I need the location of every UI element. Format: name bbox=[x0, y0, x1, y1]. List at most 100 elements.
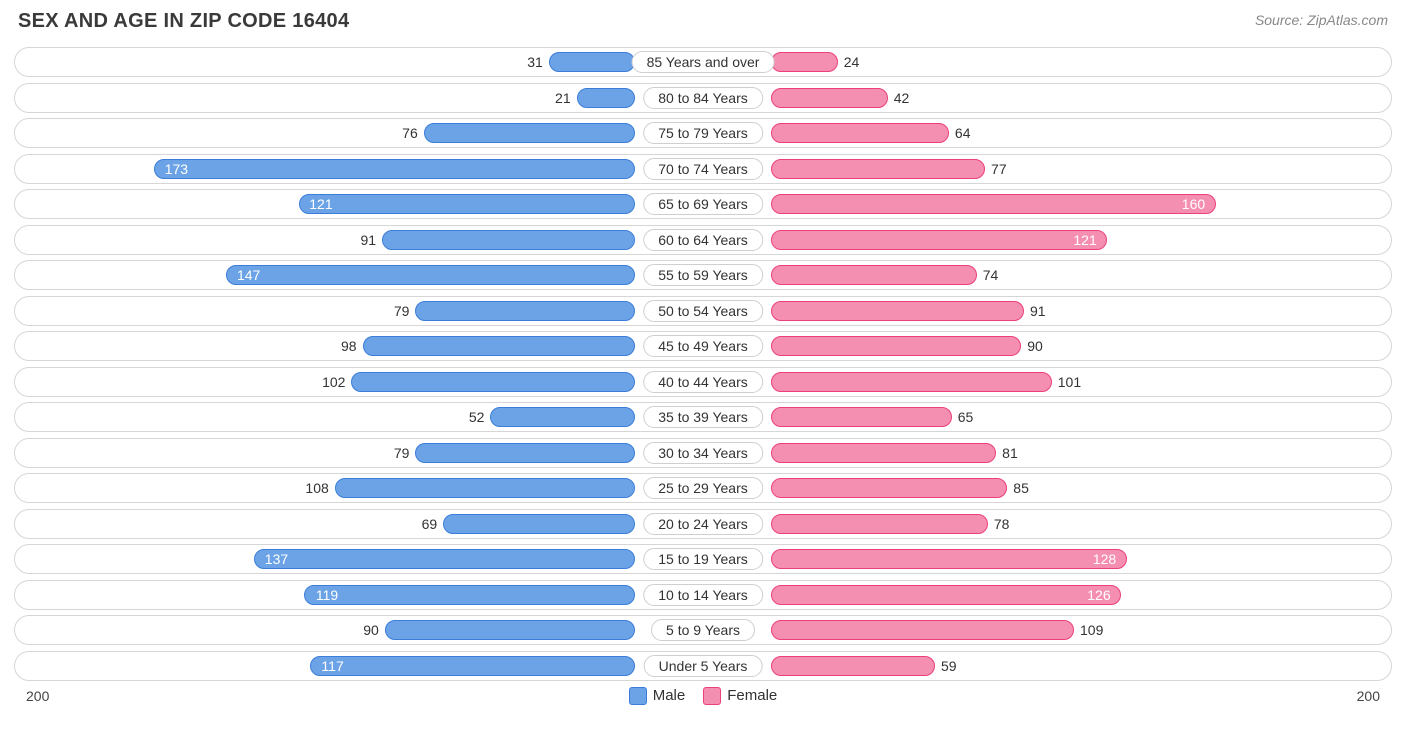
bar-female bbox=[771, 407, 952, 427]
value-female: 90 bbox=[1027, 338, 1043, 354]
legend-label-female: Female bbox=[727, 687, 777, 704]
value-male: 147 bbox=[237, 267, 260, 283]
value-female: 101 bbox=[1058, 374, 1081, 390]
age-group-label: 35 to 39 Years bbox=[643, 406, 763, 428]
chart-area: 312485 Years and over214280 to 84 Years7… bbox=[14, 47, 1392, 681]
legend-item-female: Female bbox=[703, 687, 777, 705]
value-male: 52 bbox=[469, 409, 485, 425]
bar-male bbox=[577, 88, 635, 108]
value-female: 77 bbox=[991, 161, 1007, 177]
age-group-label: 50 to 54 Years bbox=[643, 300, 763, 322]
legend-item-male: Male bbox=[629, 687, 686, 705]
bar-female bbox=[771, 549, 1127, 569]
age-group-label: 20 to 24 Years bbox=[643, 513, 763, 535]
bar-female bbox=[771, 656, 935, 676]
bar-male bbox=[299, 194, 635, 214]
age-group-label: 75 to 79 Years bbox=[643, 122, 763, 144]
bar-female bbox=[771, 52, 838, 72]
age-group-label: 25 to 29 Years bbox=[643, 477, 763, 499]
age-group-label: 10 to 14 Years bbox=[643, 584, 763, 606]
pyramid-row: 10210140 to 44 Years bbox=[14, 367, 1392, 397]
bar-female bbox=[771, 230, 1107, 250]
value-male: 79 bbox=[394, 445, 410, 461]
bar-female bbox=[771, 478, 1007, 498]
value-female: 42 bbox=[894, 90, 910, 106]
chart-container: SEX AND AGE IN ZIP CODE 16404 Source: Zi… bbox=[0, 0, 1406, 740]
bar-female bbox=[771, 372, 1052, 392]
bar-female bbox=[771, 514, 988, 534]
age-group-label: 85 Years and over bbox=[632, 51, 775, 73]
pyramid-row: 9112160 to 64 Years bbox=[14, 225, 1392, 255]
bar-male bbox=[424, 123, 635, 143]
value-male: 102 bbox=[322, 374, 345, 390]
value-male: 137 bbox=[265, 551, 288, 567]
age-group-label: Under 5 Years bbox=[644, 655, 763, 677]
value-female: 109 bbox=[1080, 622, 1103, 638]
age-group-label: 30 to 34 Years bbox=[643, 442, 763, 464]
bar-female bbox=[771, 265, 977, 285]
value-female: 74 bbox=[983, 267, 999, 283]
legend-label-male: Male bbox=[653, 687, 686, 704]
bar-male bbox=[254, 549, 635, 569]
value-female: 81 bbox=[1002, 445, 1018, 461]
footer-row: 200 Male Female 200 bbox=[14, 687, 1392, 705]
pyramid-row: 76 64 75 to 79 Years bbox=[14, 118, 1392, 148]
bar-male bbox=[304, 585, 635, 605]
value-female: 91 bbox=[1030, 303, 1046, 319]
bar-female bbox=[771, 88, 888, 108]
value-male: 119 bbox=[316, 587, 338, 603]
value-male: 108 bbox=[305, 480, 328, 496]
pyramid-row: 79 81 30 to 34 Years bbox=[14, 438, 1392, 468]
value-male: 21 bbox=[555, 90, 571, 106]
header: SEX AND AGE IN ZIP CODE 16404 Source: Zi… bbox=[14, 10, 1392, 33]
value-female: 85 bbox=[1013, 480, 1029, 496]
bar-male bbox=[415, 301, 635, 321]
bar-male bbox=[335, 478, 635, 498]
age-group-label: 45 to 49 Years bbox=[643, 335, 763, 357]
value-male: 90 bbox=[363, 622, 379, 638]
bar-male bbox=[443, 514, 635, 534]
value-male: 31 bbox=[527, 54, 543, 70]
age-group-label: 65 to 69 Years bbox=[643, 193, 763, 215]
age-group-label: 80 to 84 Years bbox=[643, 87, 763, 109]
bar-female bbox=[771, 336, 1021, 356]
value-female: 126 bbox=[1087, 587, 1110, 603]
value-male: 98 bbox=[341, 338, 357, 354]
value-female: 78 bbox=[994, 516, 1010, 532]
value-male: 79 bbox=[394, 303, 410, 319]
age-group-label: 55 to 59 Years bbox=[643, 264, 763, 286]
bar-female bbox=[771, 443, 996, 463]
pyramid-row: 108 85 25 to 29 Years bbox=[14, 473, 1392, 503]
chart-title: SEX AND AGE IN ZIP CODE 16404 bbox=[18, 10, 349, 33]
pyramid-row: 117 59 Under 5 Years bbox=[14, 651, 1392, 681]
legend-swatch-male bbox=[629, 687, 647, 705]
bar-male bbox=[154, 159, 635, 179]
bar-male bbox=[351, 372, 635, 392]
bar-male bbox=[310, 656, 635, 676]
bar-female bbox=[771, 159, 985, 179]
pyramid-row: 98 90 45 to 49 Years bbox=[14, 331, 1392, 361]
bar-female bbox=[771, 123, 949, 143]
pyramid-row: 79 91 50 to 54 Years bbox=[14, 296, 1392, 326]
chart-source: Source: ZipAtlas.com bbox=[1255, 12, 1388, 28]
value-male: 121 bbox=[309, 196, 332, 212]
value-male: 69 bbox=[422, 516, 438, 532]
value-female: 64 bbox=[955, 125, 971, 141]
bar-male bbox=[382, 230, 635, 250]
value-female: 59 bbox=[941, 658, 957, 674]
legend: Male Female bbox=[629, 687, 778, 705]
pyramid-row: 1737770 to 74 Years bbox=[14, 154, 1392, 184]
pyramid-row: 147 74 55 to 59 Years bbox=[14, 260, 1392, 290]
bar-female bbox=[771, 301, 1024, 321]
pyramid-row: 526535 to 39 Years bbox=[14, 402, 1392, 432]
value-male: 76 bbox=[402, 125, 418, 141]
value-male: 117 bbox=[321, 658, 343, 674]
age-group-label: 60 to 64 Years bbox=[643, 229, 763, 251]
bar-male bbox=[549, 52, 635, 72]
bar-female bbox=[771, 620, 1074, 640]
age-group-label: 15 to 19 Years bbox=[643, 548, 763, 570]
age-group-label: 5 to 9 Years bbox=[651, 619, 755, 641]
bar-male bbox=[226, 265, 635, 285]
axis-label-left: 200 bbox=[26, 688, 49, 704]
legend-swatch-female bbox=[703, 687, 721, 705]
